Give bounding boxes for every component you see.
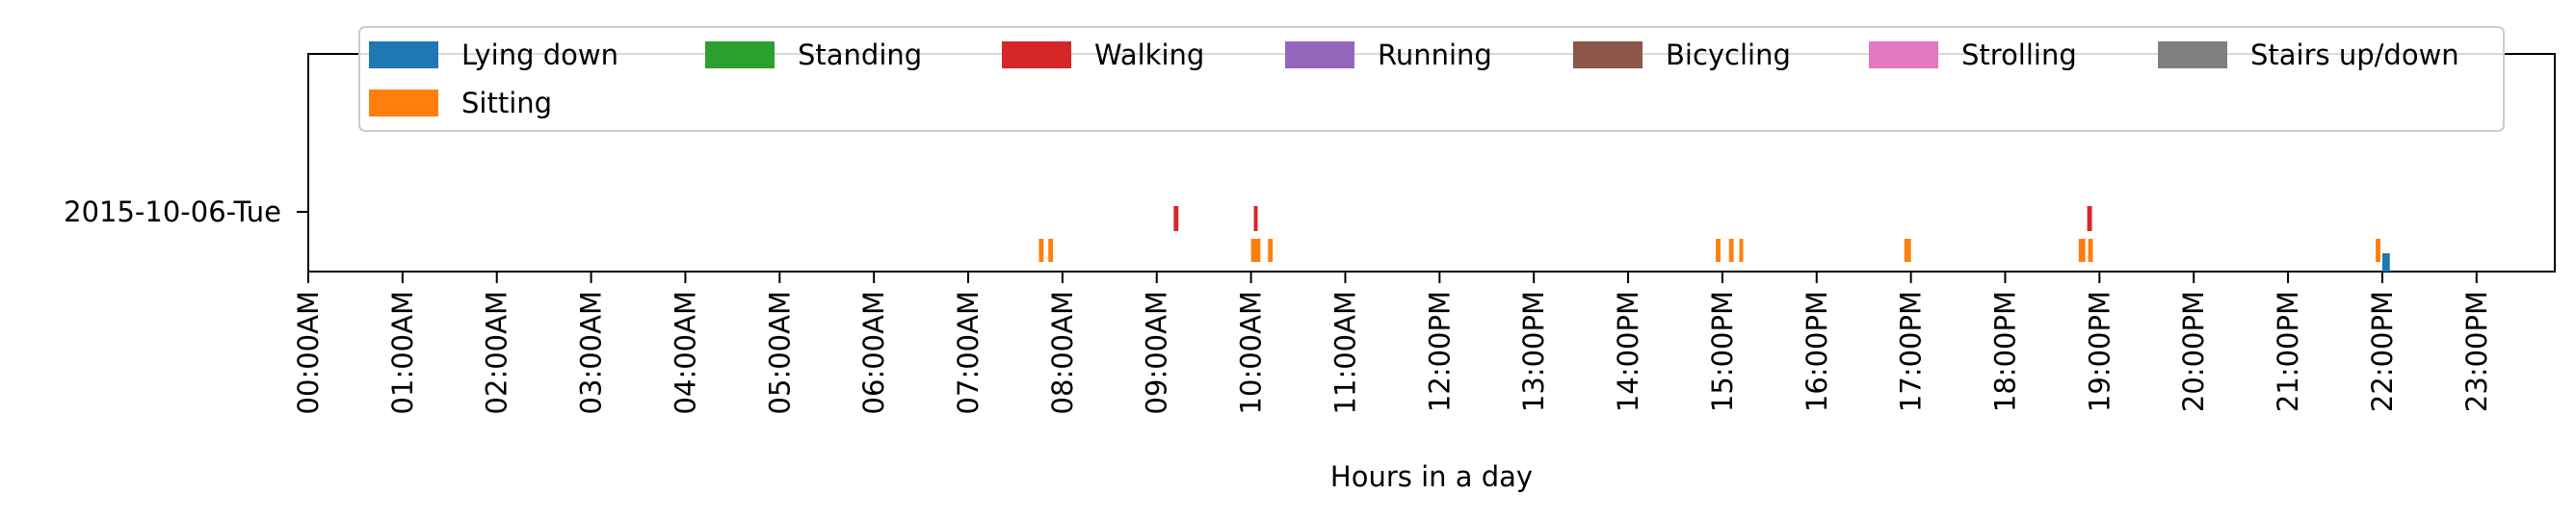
activity-segment — [1250, 239, 1261, 262]
activity-segment — [1904, 239, 1911, 262]
x-tick-label: 00:00AM — [292, 291, 325, 414]
legend-entry: Bicycling — [1666, 39, 1791, 71]
activity-segment — [2087, 206, 2092, 231]
x-tick-label: 20:00PM — [2177, 291, 2210, 412]
activity-segment — [2088, 239, 2093, 262]
legend-entry: Standing — [798, 39, 922, 71]
activity-segment — [1728, 239, 1734, 262]
activity-segment — [2381, 253, 2390, 272]
legend-swatch — [1002, 41, 1071, 68]
x-tick-label: 17:00PM — [1895, 291, 1928, 412]
x-tick-label: 15:00PM — [1706, 291, 1739, 412]
x-tick-label: 04:00AM — [669, 291, 701, 414]
activity-segment — [1268, 239, 1274, 262]
x-tick-label: 23:00PM — [2460, 291, 2493, 412]
x-tick-label: 10:00AM — [1235, 291, 1268, 414]
x-tick-label: 13:00PM — [1517, 291, 1550, 412]
activity-segment — [1716, 239, 1721, 262]
legend-entry: Stairs up/down — [2250, 39, 2459, 71]
x-tick-label: 21:00PM — [2272, 291, 2304, 412]
legend-entry: Walking — [1094, 39, 1204, 71]
x-tick-label: 08:00AM — [1046, 291, 1079, 414]
legend-swatch — [2158, 41, 2227, 68]
activity-segment — [1253, 206, 1258, 231]
x-tick-label: 11:00AM — [1328, 291, 1361, 414]
x-tick-label: 06:00AM — [857, 291, 890, 414]
x-axis: 00:00AM 01:00AM 02:00AM 03:00AM 04:00AM 05:00… — [292, 272, 2493, 414]
activity-segment — [2078, 239, 2086, 262]
x-tick-label: 05:00AM — [763, 291, 796, 414]
legend: Lying down Standing Walking Running Bicyclin… — [358, 26, 2505, 132]
legend-swatch — [1869, 41, 1938, 68]
legend-box — [358, 26, 2505, 132]
x-tick-label: 22:00PM — [2366, 291, 2399, 412]
x-axis-label: Hours in a day — [1330, 460, 1533, 493]
x-tick-label: 16:00PM — [1801, 291, 1833, 412]
x-tick-label: 07:00AM — [952, 291, 985, 414]
activity-segment — [1048, 239, 1054, 262]
x-tick-label: 01:00AM — [386, 291, 419, 414]
x-tick-label: 12:00PM — [1423, 291, 1456, 412]
legend-entry: Sitting — [461, 87, 552, 119]
activity-segment — [2376, 239, 2380, 262]
legend-swatch — [369, 41, 438, 68]
legend-swatch — [705, 41, 775, 68]
activity-segments — [1038, 206, 2390, 272]
x-tick-label: 14:00PM — [1612, 291, 1644, 412]
y-tick-label: 2015-10-06-Tue — [64, 195, 281, 228]
x-tick-label: 18:00PM — [1988, 291, 2021, 412]
x-tick-label: 03:00AM — [575, 291, 608, 414]
y-axis: 2015-10-06-Tue — [64, 195, 308, 228]
legend-swatch — [1285, 41, 1354, 68]
legend-swatch — [369, 90, 438, 117]
x-tick-label: 09:00AM — [1141, 291, 1173, 414]
x-tick-label: 02:00AM — [481, 291, 513, 414]
legend-swatch — [1573, 41, 1643, 68]
activity-segment — [1038, 239, 1044, 262]
legend-entry: Strolling — [1961, 39, 2077, 71]
x-tick-label: 19:00PM — [2083, 291, 2116, 412]
activity-segment — [1739, 239, 1744, 262]
activity-segment — [1173, 206, 1179, 231]
legend-entry: Running — [1378, 39, 1492, 71]
legend-entry: Lying down — [461, 39, 618, 71]
